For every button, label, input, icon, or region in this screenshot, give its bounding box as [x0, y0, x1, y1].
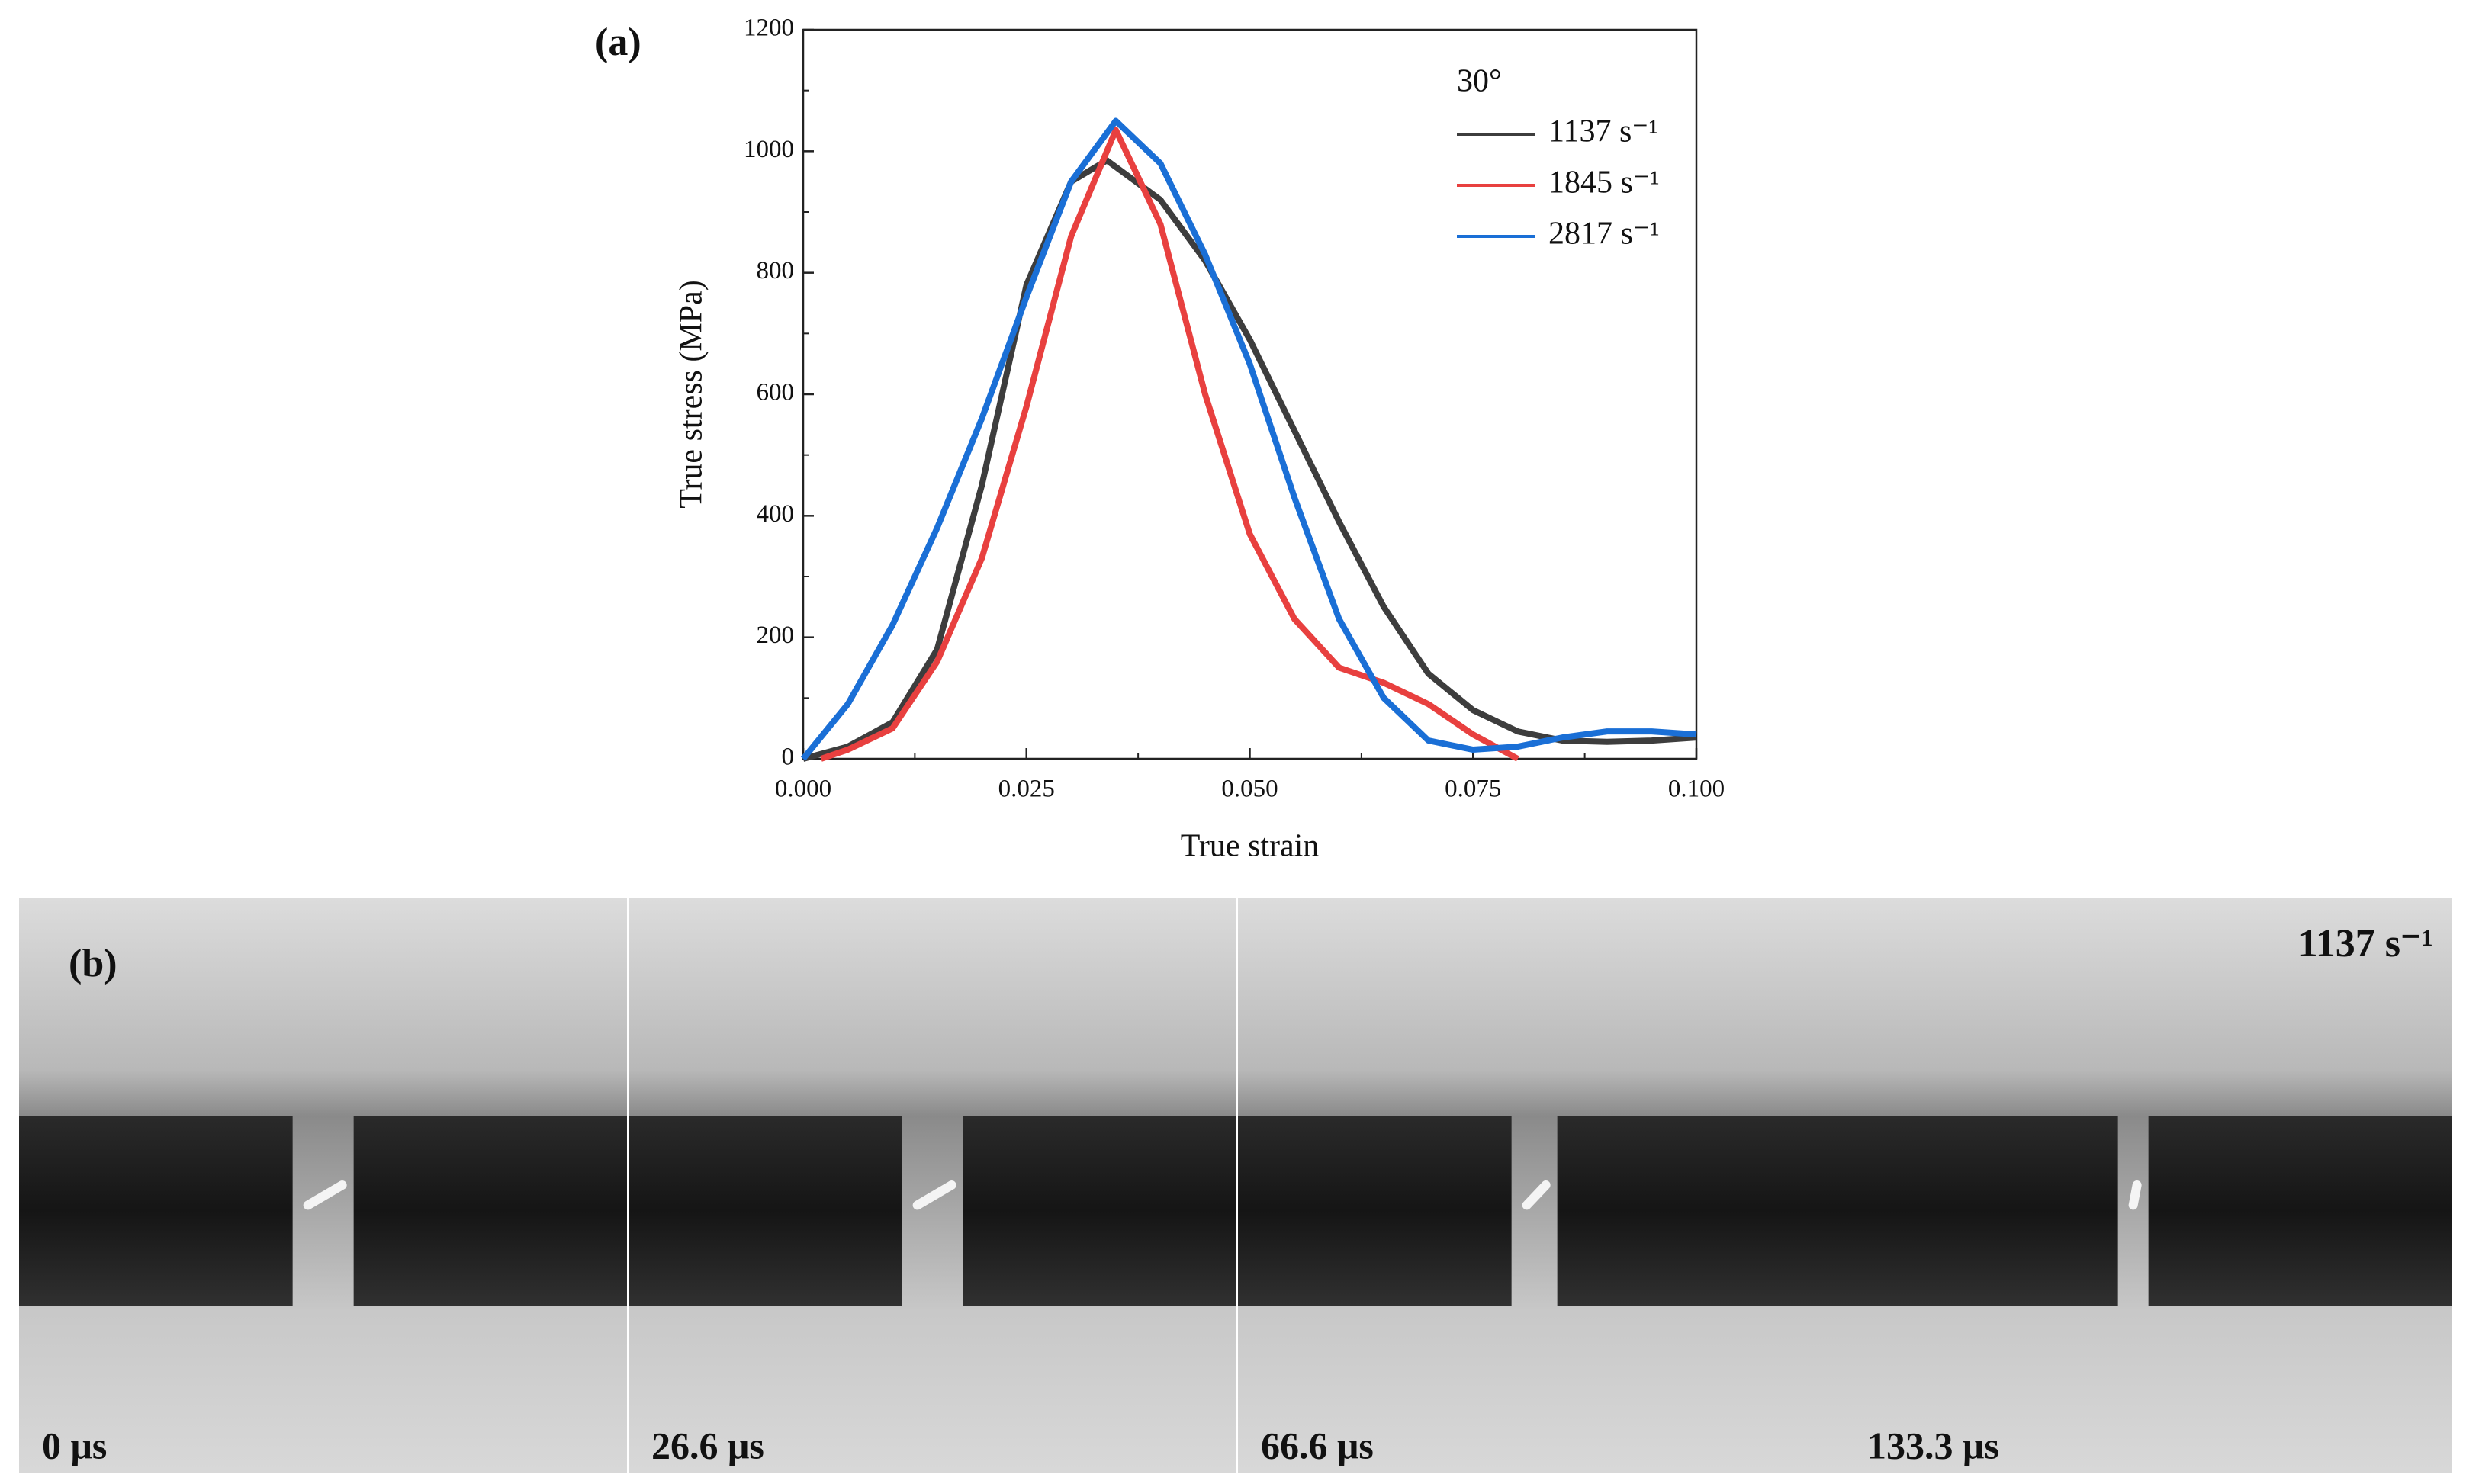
y-axis-title: True stress (MPa)	[674, 280, 709, 508]
bar-left	[629, 1116, 902, 1306]
legend-label: 2817 s⁻¹	[1548, 217, 1660, 252]
bar-left	[19, 1116, 293, 1306]
y-tick-label: 1000	[744, 136, 794, 163]
specimen	[1522, 1180, 1551, 1210]
x-axis-title: True strain	[1181, 829, 1320, 864]
panel-label: (b)	[69, 942, 117, 985]
y-tick-label: 400	[757, 500, 795, 528]
frame-time: 0 μs	[42, 1424, 107, 1466]
x-tick-label: 0.025	[998, 776, 1055, 803]
specimen	[2128, 1180, 2142, 1210]
y-tick-label: 600	[757, 379, 795, 406]
data-line	[800, 117, 1697, 761]
photo-frame: 133.3 μs	[1844, 898, 2452, 1473]
legend-label: 1137 s⁻¹	[1548, 114, 1658, 149]
x-tick-label: 0.050	[1221, 776, 1278, 803]
photo-frame: 66.6 μs	[1238, 898, 1846, 1473]
bar-right	[1557, 1116, 1846, 1306]
x-tick-label: 0.075	[1445, 776, 1501, 803]
strain-rate: 1137 s⁻¹	[2298, 922, 2433, 965]
bar-right	[353, 1116, 627, 1306]
x-tick-label: 0.000	[775, 776, 831, 803]
y-tick-label: 200	[757, 622, 795, 649]
y-tick-label: 800	[757, 257, 795, 284]
y-tick-label: 1200	[744, 14, 794, 42]
legend-title: 30°	[1457, 64, 1502, 99]
bar-left	[1844, 1116, 2118, 1306]
bar-right	[963, 1116, 1236, 1306]
panel-label: (a)	[595, 21, 641, 64]
frame-time: 66.6 μs	[1261, 1424, 1374, 1466]
frame-time: 133.3 μs	[1867, 1424, 1999, 1466]
bar-left	[1238, 1116, 1512, 1306]
specimen	[303, 1180, 347, 1210]
frame-time: 26.6 μs	[651, 1424, 764, 1466]
y-tick-label: 0	[782, 744, 795, 771]
specimen	[912, 1180, 956, 1210]
data-line	[820, 127, 1519, 762]
photo-frame: 26.6 μs	[629, 898, 1236, 1473]
x-tick-label: 0.100	[1668, 776, 1725, 803]
legend-label: 1845 s⁻¹	[1548, 165, 1660, 201]
bar-right	[2148, 1116, 2452, 1306]
photo-frame: 0 μs	[19, 898, 627, 1473]
